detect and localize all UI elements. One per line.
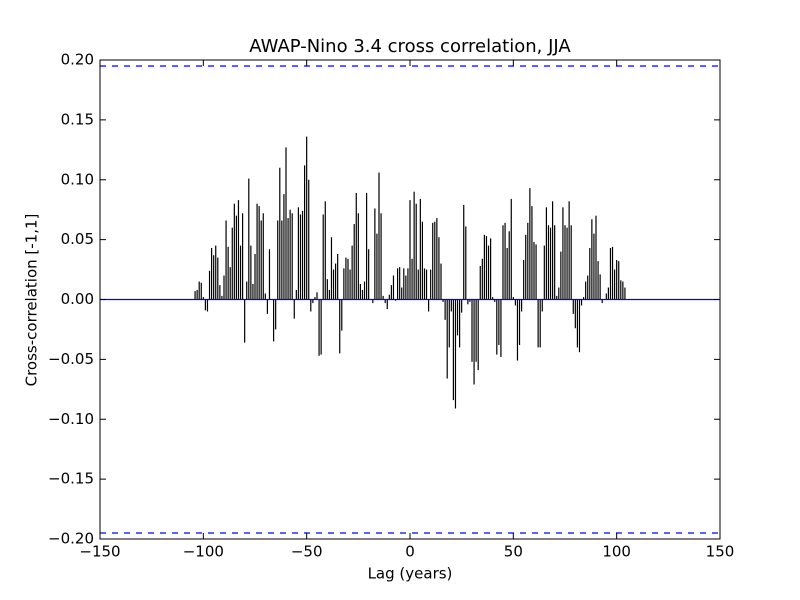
x-tick-label: 100 bbox=[602, 543, 631, 561]
y-axis-label: Cross-correlation [-1,1] bbox=[23, 214, 41, 387]
y-tick-label: −0.15 bbox=[48, 470, 94, 488]
x-tick-label: 0 bbox=[405, 543, 415, 561]
x-tick-label: −150 bbox=[79, 543, 120, 561]
chart-title: AWAP-Nino 3.4 cross correlation, JJA bbox=[249, 36, 571, 57]
y-tick-label: 0.15 bbox=[61, 110, 94, 128]
x-axis-label: Lag (years) bbox=[368, 565, 453, 583]
y-tick-label: −0.05 bbox=[48, 350, 94, 368]
y-tick-label: 0.05 bbox=[61, 230, 94, 248]
x-tick-label: 50 bbox=[504, 543, 523, 561]
y-tick-label: −0.20 bbox=[48, 530, 94, 548]
y-tick-label: −0.10 bbox=[48, 410, 94, 428]
x-tick-label: 150 bbox=[706, 543, 735, 561]
x-tick-label: −100 bbox=[183, 543, 224, 561]
x-tick-label: −50 bbox=[291, 543, 323, 561]
y-tick-label: 0.00 bbox=[61, 290, 94, 308]
y-tick-label: 0.20 bbox=[61, 51, 94, 69]
y-tick-label: 0.10 bbox=[61, 170, 94, 188]
